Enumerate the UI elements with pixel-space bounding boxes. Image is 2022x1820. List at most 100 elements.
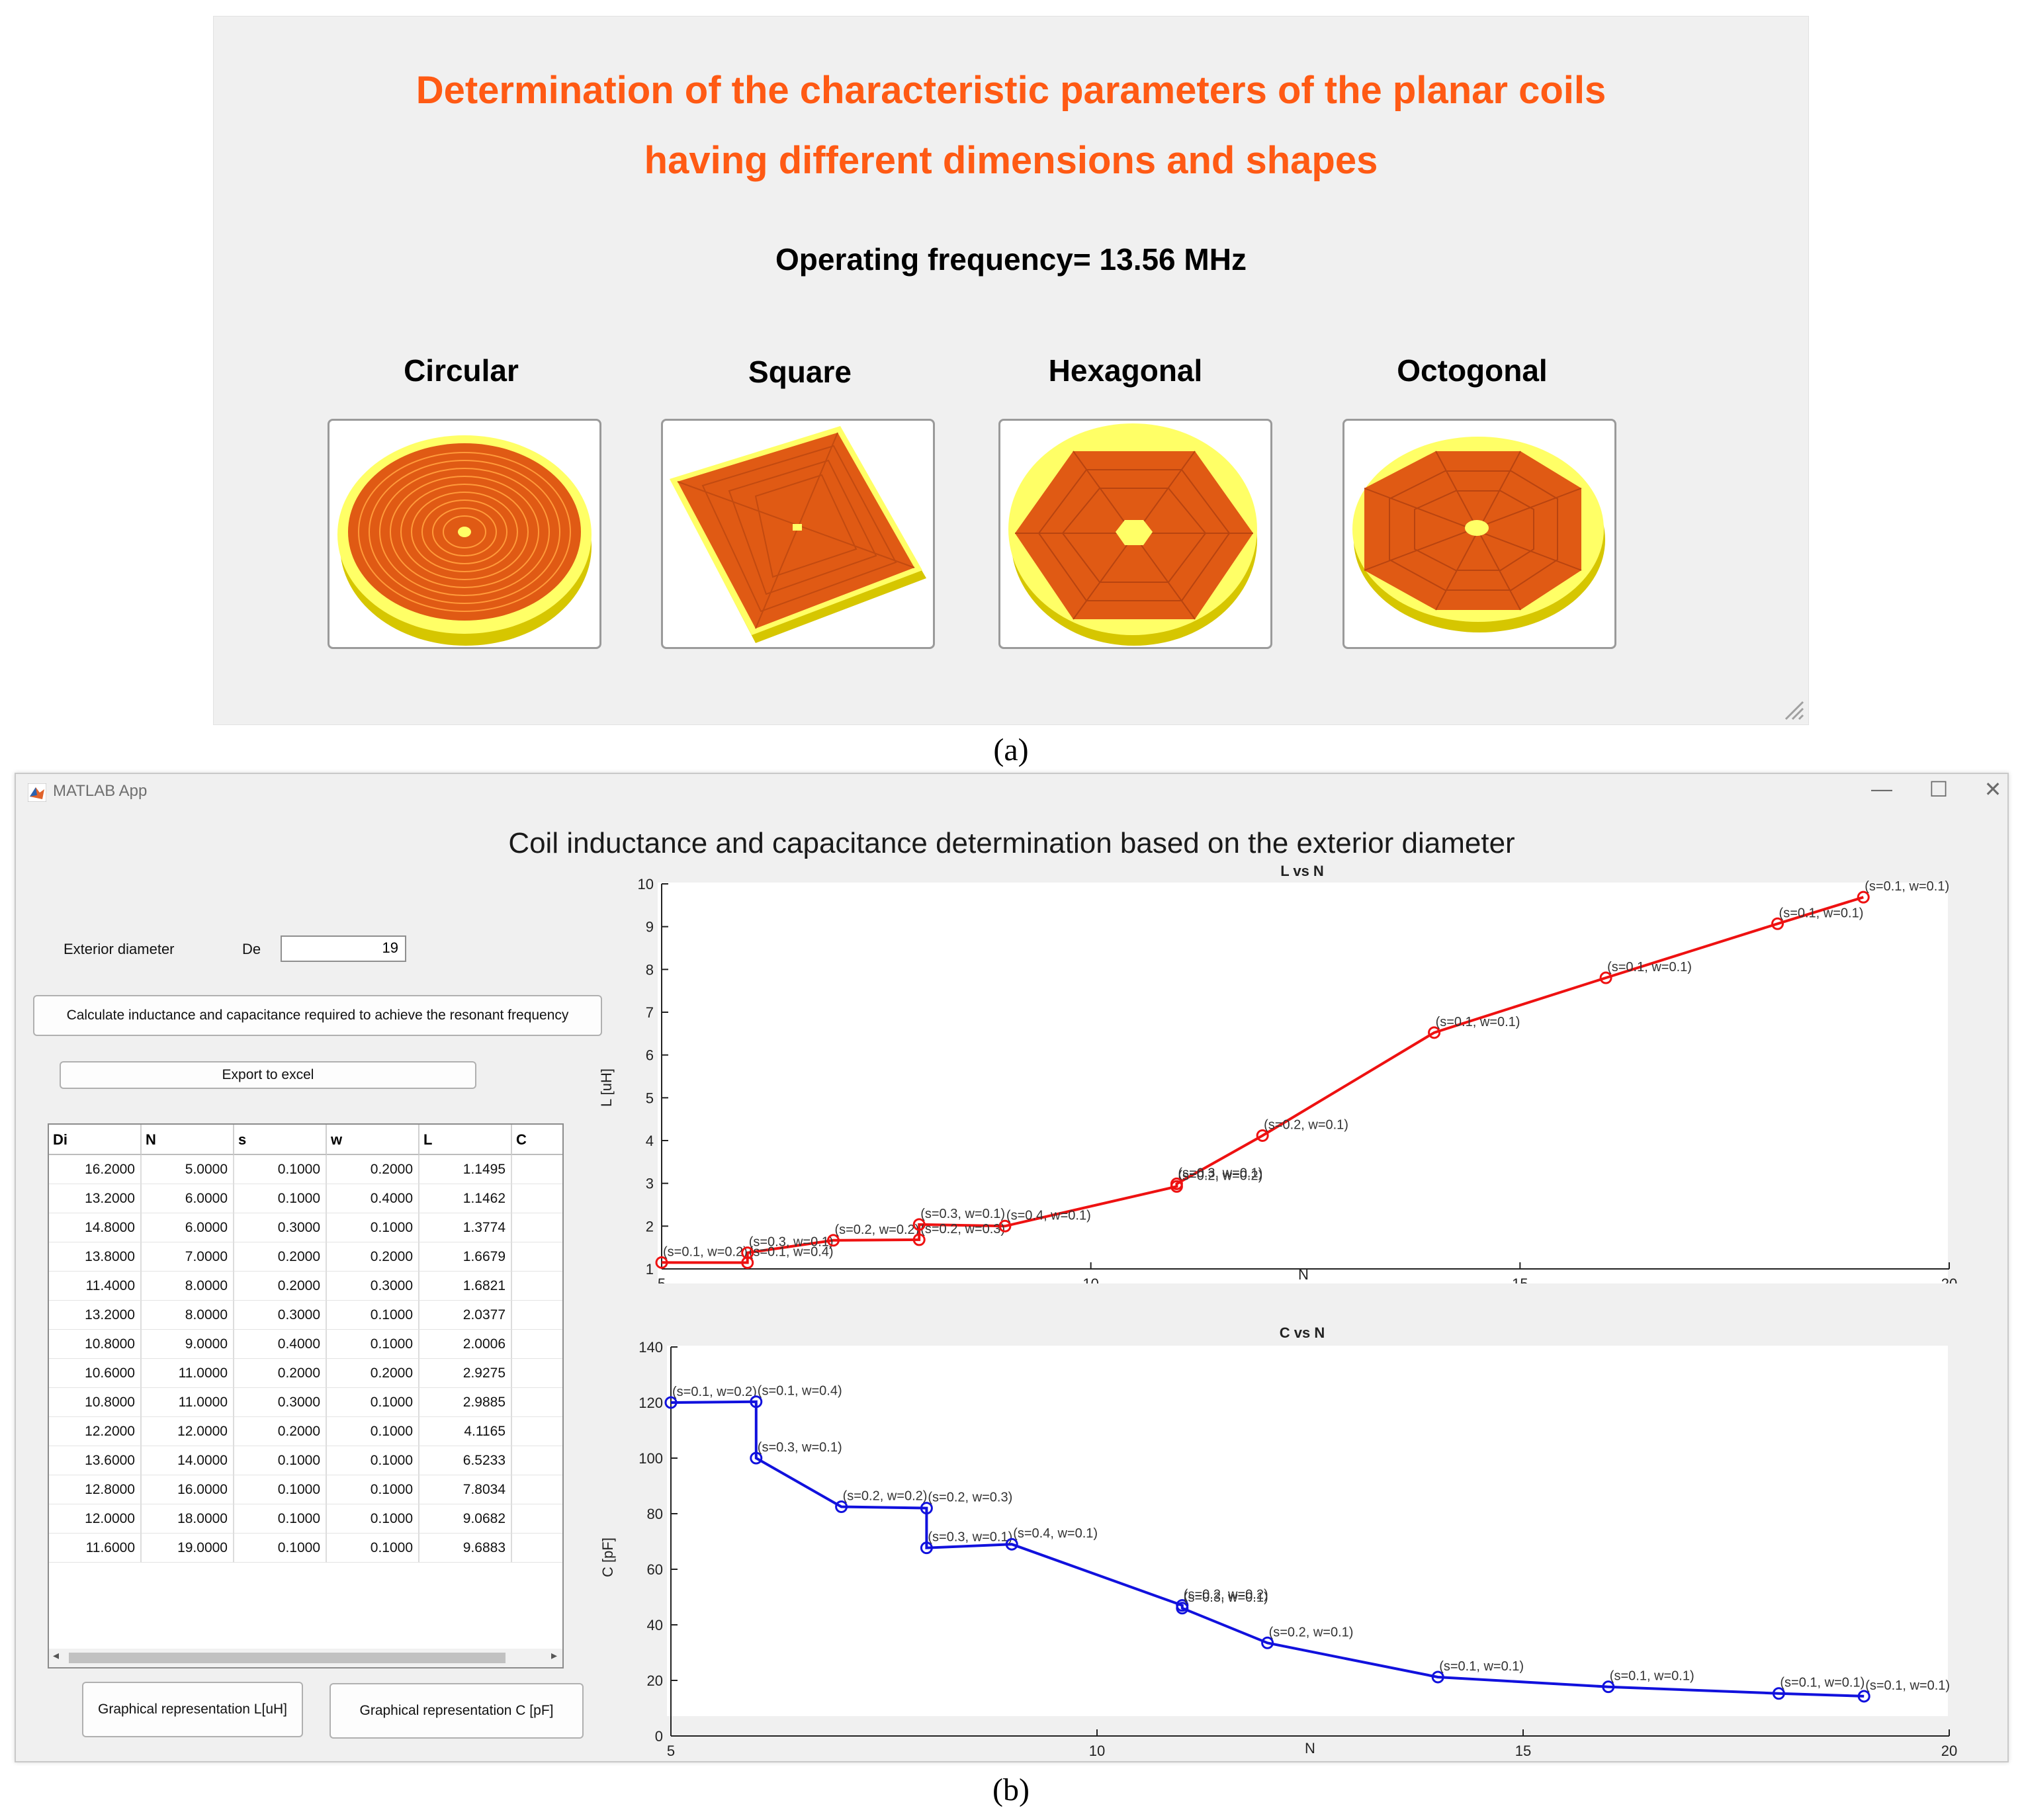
table-cell[interactable]: 14.0000 [142,1446,234,1475]
table-cell[interactable]: 1.3774 [419,1213,512,1242]
data-point[interactable] [920,1541,933,1555]
table-cell[interactable]: 0.2000 [234,1417,327,1446]
table-cell[interactable]: 11.6000 [49,1534,142,1563]
column-header[interactable]: N [142,1125,234,1155]
table-cell[interactable]: 1 [512,1534,562,1563]
table-cell[interactable]: 11.4000 [49,1272,142,1301]
table-cell[interactable]: 0.1000 [327,1534,419,1563]
data-point[interactable] [912,1233,926,1246]
table-cell[interactable]: 13.2000 [49,1184,142,1213]
table-cell[interactable]: 6 [512,1330,562,1359]
table-cell[interactable]: 19.0000 [142,1534,234,1563]
table-cell[interactable]: 0.1000 [327,1301,419,1330]
hexagonal-coil-image[interactable] [998,419,1272,649]
table-cell[interactable]: 7.8034 [419,1475,512,1504]
table-cell[interactable]: 0.1000 [234,1534,327,1563]
table-cell[interactable]: 12.2000 [49,1417,142,1446]
table-cell[interactable]: 1.6679 [419,1242,512,1272]
column-header[interactable]: w [327,1125,419,1155]
horizontal-scrollbar[interactable]: ◂ ▸ [49,1649,562,1667]
maximize-icon[interactable]: ☐ [1929,777,1949,801]
table-cell[interactable]: 16.2000 [49,1155,142,1184]
table-cell[interactable]: 0.1000 [234,1475,327,1504]
table-cell[interactable]: 12.0000 [49,1504,142,1534]
table-cell[interactable]: 10.8000 [49,1330,142,1359]
scroll-left-icon[interactable]: ◂ [53,1649,60,1662]
table-cell[interactable]: 9.0682 [419,1504,512,1534]
table-cell[interactable]: 11.0000 [142,1388,234,1417]
data-point[interactable] [1431,1670,1444,1684]
table-cell[interactable]: 4 [512,1388,562,1417]
data-point[interactable] [1599,971,1612,984]
chart-c-vs-n[interactable]: C vs N N C [pF] 5 10 15 20 0 20 40 60 80 100 120 14… [598,1319,1974,1756]
table-cell[interactable]: 6.0000 [142,1213,234,1242]
table-cell[interactable]: 0.2000 [234,1359,327,1388]
table-cell[interactable]: 0.1000 [327,1417,419,1446]
table-cell[interactable]: 6.0000 [142,1184,234,1213]
table-cell[interactable]: 13.6000 [49,1446,142,1475]
table-cell[interactable]: 8.0000 [142,1272,234,1301]
table-cell[interactable]: 2.9885 [419,1388,512,1417]
table-cell[interactable]: 8 [512,1272,562,1301]
column-header[interactable]: C [512,1125,562,1155]
data-point[interactable] [1772,1687,1785,1700]
calculate-button[interactable]: Calculate inductance and capacitance req… [33,995,602,1036]
table-cell[interactable]: 0.4000 [234,1330,327,1359]
table-cell[interactable]: 10.6000 [49,1359,142,1388]
table-cell[interactable]: 2.0006 [419,1330,512,1359]
table-cell[interactable]: 0.3000 [234,1388,327,1417]
data-point[interactable] [998,1219,1012,1233]
data-point[interactable] [750,1452,763,1465]
table-cell[interactable]: 10.8000 [49,1388,142,1417]
column-header[interactable]: L [419,1125,512,1155]
table-cell[interactable]: 0.3000 [327,1272,419,1301]
table-cell[interactable]: 6 [512,1301,562,1330]
table-cell[interactable]: 2.9275 [419,1359,512,1388]
table-cell[interactable]: 0.1000 [234,1184,327,1213]
table-cell[interactable]: 4.1165 [419,1417,512,1446]
table-cell[interactable]: 2 [512,1446,562,1475]
table-cell[interactable]: 0.1000 [234,1155,327,1184]
table-cell[interactable]: 14.8000 [49,1213,142,1242]
data-point[interactable] [741,1246,754,1260]
graph-l-button[interactable]: Graphical representation L[uH] [82,1682,303,1737]
table-cell[interactable]: 0.2000 [327,1359,419,1388]
table-cell[interactable]: 3 [512,1417,562,1446]
window-titlebar[interactable]: MATLAB App — ☐ ✕ [16,774,2007,811]
table-cell[interactable]: 0.1000 [327,1388,419,1417]
data-point[interactable] [664,1396,678,1409]
table-cell[interactable]: 0.2000 [327,1242,419,1272]
table-cell[interactable]: 5.0000 [142,1155,234,1184]
table-cell[interactable]: 0.3000 [234,1213,327,1242]
table-cell[interactable]: 11 [512,1155,562,1184]
column-header[interactable]: s [234,1125,327,1155]
table-cell[interactable]: 4 [512,1359,562,1388]
data-point[interactable] [920,1502,933,1515]
table-cell[interactable]: 16.0000 [142,1475,234,1504]
data-point[interactable] [750,1395,763,1408]
data-point[interactable] [1256,1129,1269,1142]
table-cell[interactable]: 0.1000 [327,1504,419,1534]
square-coil-image[interactable] [661,419,935,649]
data-point[interactable] [655,1256,668,1269]
table-cell[interactable]: 0.1000 [234,1446,327,1475]
table-cell[interactable]: 9.6883 [419,1534,512,1563]
table-cell[interactable]: 1 [512,1475,562,1504]
table-cell[interactable]: 13.8000 [49,1242,142,1272]
table-cell[interactable]: 8 [512,1242,562,1272]
table-cell[interactable]: 12.8000 [49,1475,142,1504]
table-cell[interactable]: 0.2000 [327,1155,419,1184]
scroll-right-icon[interactable]: ▸ [550,1649,557,1662]
